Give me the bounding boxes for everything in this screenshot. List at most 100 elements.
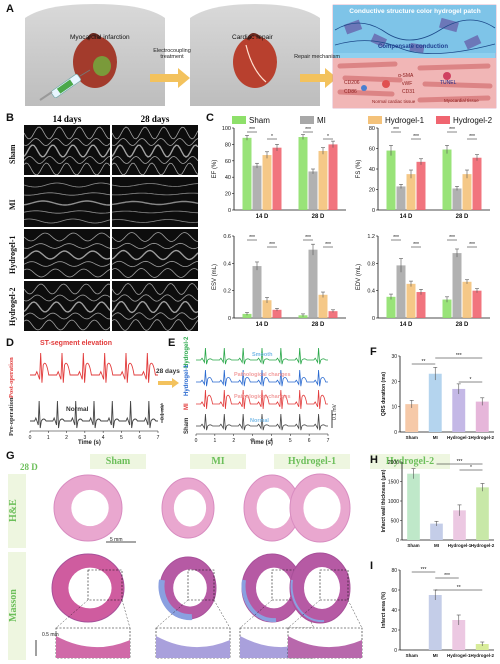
sig-mark: ***: [413, 242, 419, 248]
sig-mark: **: [457, 585, 461, 591]
echo-band: [24, 319, 111, 331]
masson-lumen: [173, 569, 207, 607]
bar-sham: [442, 149, 452, 210]
x-tick-label: Sham: [407, 543, 419, 548]
echo-band: [111, 294, 198, 302]
mech-label-vwf: vWF: [402, 81, 413, 87]
bar-hydrogel-2: [328, 144, 338, 210]
g-col-hydrogel1: Hydrogel-1: [274, 454, 350, 469]
sig-mark: ***: [249, 235, 255, 241]
sig-mark: ***: [421, 567, 427, 573]
echo-band: [24, 243, 111, 249]
y-tick-label: 0.6: [223, 234, 231, 240]
bar-hydrogel-2: [475, 644, 489, 650]
d-row2-label: Pre-operation: [8, 397, 15, 436]
x-tick-label: 14 D: [256, 214, 269, 220]
y-tick-label: 80: [369, 126, 375, 132]
bar-mi: [396, 265, 406, 318]
y-tick-label: 40: [369, 167, 375, 173]
e-x-tick-label: 7: [327, 438, 330, 444]
x-tick-label: Hydrogel-1: [448, 543, 472, 548]
bar-hydrogel-1: [453, 510, 466, 540]
masson-fibrosis: [158, 579, 193, 621]
sig-mark: ***: [444, 573, 450, 579]
x-tick-label: Hydrogel-2: [470, 653, 494, 658]
y-tick-label: 20: [369, 188, 375, 194]
echo-band: [111, 319, 198, 331]
he-lumen: [256, 487, 292, 529]
e-row-hydrogel2: Hydrogel-2: [184, 336, 190, 368]
y-axis-title: Infarct wall thickness (μm): [381, 469, 387, 532]
d-x-tick-label: 5: [120, 435, 123, 441]
legend-label: Sham: [249, 116, 270, 125]
y-tick-label: 20: [391, 379, 397, 385]
d-x-tick-label: 6: [138, 435, 141, 441]
echo-band: [24, 232, 111, 242]
y-tick-label: 0: [394, 430, 397, 436]
mech-label-tunel: TUNEL: [440, 80, 457, 86]
x-tick-label: Hydrogel-1: [447, 435, 471, 440]
y-tick-label: 0.4: [367, 289, 375, 295]
y-tick-label: 100: [222, 126, 231, 132]
sig-mark: ***: [456, 353, 462, 359]
y-tick-label: 2000: [388, 460, 399, 466]
echo-band: [111, 183, 198, 187]
sig-mark: *: [271, 134, 273, 140]
y-tick-label: 0.4: [223, 261, 231, 267]
panel-g-histology: [35, 473, 363, 659]
echo-band: [111, 162, 198, 176]
bar-hydrogel-2: [416, 161, 426, 210]
zoom-box: [319, 569, 349, 601]
sig-mark: ***: [305, 235, 311, 241]
d-x-tick-label: 2: [65, 435, 68, 441]
infarct-area: [93, 56, 111, 76]
y-tick-label: 0: [228, 316, 231, 322]
he-lumen: [303, 486, 341, 530]
g-scale1: 5 mm: [110, 537, 123, 543]
sig-mark: ***: [269, 242, 275, 248]
panel-e-ecg: 0 1 2 3 4 5 6 7: [195, 347, 333, 444]
g-col-hydrogel2: Hydrogel-2: [370, 454, 450, 469]
panel-label-i: I: [370, 560, 374, 572]
e-note-path2: Pathological changes: [234, 394, 291, 400]
panel-label-b: B: [6, 112, 14, 124]
echo-band: [24, 250, 111, 260]
zoom-guide: [239, 599, 273, 629]
bar-sham: [386, 150, 396, 210]
y-tick-label: 0: [228, 208, 231, 214]
bar-sham: [242, 137, 252, 210]
y-tick-label: 30: [391, 354, 397, 360]
echo-band: [24, 192, 111, 196]
panel-label-a: A: [6, 3, 14, 15]
y-tick-label: 0.8: [367, 261, 375, 267]
ecg-sham: [196, 413, 328, 431]
echo-band: [24, 218, 111, 224]
echo-band: [111, 200, 198, 206]
masson-fibrosis: [241, 579, 277, 623]
echo-band: [24, 144, 111, 158]
panel-i-chart: 0 20 40 60 80 Infarct area (%) Sham MI Hydrogel-…: [381, 567, 494, 658]
masson-lumen: [68, 567, 112, 609]
y-tick-label: 60: [225, 159, 231, 165]
legend-label: Hydrogel-2: [453, 116, 493, 125]
he-lumen: [173, 489, 207, 527]
bar-hydrogel-1: [406, 283, 416, 318]
y-axis-title: Infarct area (%): [381, 592, 387, 628]
panel-d-ecg: 0 1 2 3 4 5 6 7: [29, 352, 163, 441]
e-x-tick-label: 4: [270, 438, 273, 444]
zoom-guide: [213, 599, 231, 629]
bar-sham: [405, 404, 419, 432]
panel-label-c: C: [206, 112, 214, 124]
zoom-guide: [55, 599, 89, 629]
e-xlabel: Time (s): [250, 440, 273, 446]
zoom-box: [87, 569, 123, 601]
bar-sham: [242, 313, 252, 318]
bar-hydrogel-2: [416, 292, 426, 318]
d-xlabel: Time (s): [78, 440, 101, 446]
echo-band: [111, 144, 198, 158]
sig-mark: ***: [449, 235, 455, 241]
sig-mark: ***: [325, 242, 331, 248]
y-tick-label: 0: [372, 208, 375, 214]
row-label-hydrogel1: Hydrogel-1: [8, 235, 17, 274]
